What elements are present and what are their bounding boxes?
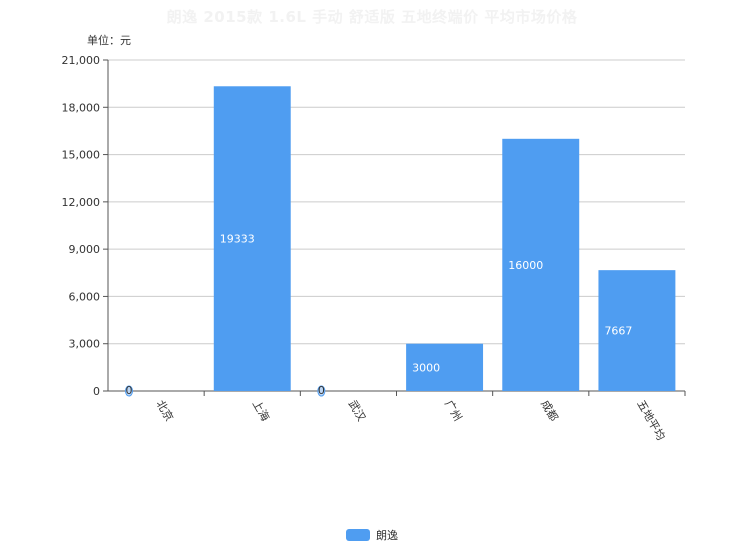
bar [406,343,484,391]
legend[interactable]: 朗逸 [0,527,744,543]
data-label: 0 [126,384,133,397]
x-tick-label: 上海 [250,398,273,424]
data-label: 3000 [412,361,440,374]
bar [598,270,676,391]
y-tick-label: 0 [93,385,100,398]
bar [213,86,291,392]
y-tick-label: 6,000 [69,290,101,303]
x-tick-label: 广州 [442,398,464,424]
data-label: 7667 [604,325,632,338]
y-tick-label: 9,000 [69,243,101,256]
data-label: 19333 [220,233,255,246]
bar-zero-marker [317,385,326,397]
y-tick-label: 12,000 [62,196,101,209]
x-tick-label: 武汉 [346,398,368,424]
chart-title: 朗逸 2015款 1.6L 手动 舒适版 五地终端价 平均市场价格 [166,8,578,26]
x-tick-label: 北京 [153,398,176,424]
y-tick-label: 18,000 [62,101,101,114]
plot-area: 0 3,000 6,000 9,000 12,000 15,000 18,000 21,000… [62,54,686,443]
bar [502,138,580,391]
unit-label: 单位：元 [87,34,131,47]
legend-label: 朗逸 [376,529,398,542]
y-tick-label: 21,000 [62,54,101,67]
y-tick-label: 15,000 [62,149,101,162]
x-tick-label: 成都 [538,398,560,424]
legend-swatch [346,529,370,541]
x-tick-label: 五地平均 [634,398,667,443]
data-label: 0 [318,384,325,397]
bar-zero-marker [125,385,133,397]
y-tick-label: 3,000 [69,338,101,351]
data-label: 16000 [508,259,543,272]
